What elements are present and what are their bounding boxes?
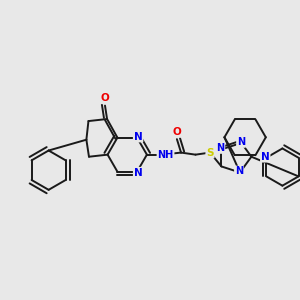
Text: N: N xyxy=(237,137,245,147)
Text: NH: NH xyxy=(158,150,174,160)
Text: N: N xyxy=(134,168,142,178)
Text: N: N xyxy=(235,167,243,176)
Text: O: O xyxy=(100,93,109,103)
Text: N: N xyxy=(216,143,224,153)
Text: N: N xyxy=(134,132,142,142)
Text: O: O xyxy=(172,127,181,137)
Text: N: N xyxy=(261,152,270,162)
Text: S: S xyxy=(206,148,214,158)
